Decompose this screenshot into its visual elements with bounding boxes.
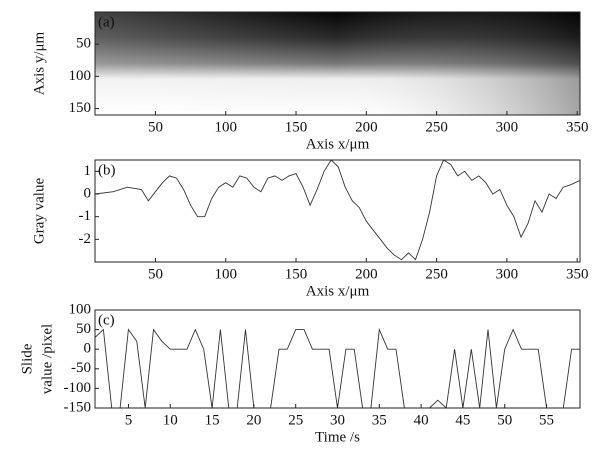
y-tick-label: 50 (76, 321, 91, 337)
plot-frame (94, 309, 581, 409)
x-tick-label: 250 (425, 266, 448, 282)
y-axis-label: Slide (19, 343, 35, 374)
y-axis-label: value /pixel (39, 324, 55, 394)
x-tick-label: 300 (496, 119, 519, 135)
y-axis-label: Axis y/μm (31, 31, 47, 95)
y-tick-label: 1 (84, 163, 92, 179)
x-tick-label: 5 (125, 412, 133, 428)
y-tick-label: -1 (79, 208, 92, 224)
x-tick-label: 300 (496, 266, 519, 282)
panel-label: (b) (98, 162, 116, 178)
y-tick-label: -150 (64, 399, 92, 415)
x-tick-label: 50 (148, 266, 163, 282)
x-tick-label: 200 (355, 266, 378, 282)
y-tick-label: 100 (69, 68, 92, 84)
y-axis-label: Gray value (31, 178, 47, 245)
plot-frame (94, 11, 581, 116)
data-line (94, 159, 581, 261)
x-tick-label: 35 (372, 412, 387, 428)
panel-label: (c) (98, 312, 115, 328)
y-tick-label: 0 (84, 341, 92, 357)
x-axis-label: Axis x/μm (306, 136, 370, 152)
data-line (94, 327, 580, 409)
x-tick-label: 150 (285, 266, 308, 282)
y-tick-label: -50 (71, 360, 91, 376)
x-axis-label: Axis x/μm (306, 283, 370, 299)
x-tick-label: 100 (214, 266, 237, 282)
x-tick-label: 350 (566, 119, 589, 135)
x-tick-label: 40 (414, 412, 429, 428)
x-tick-label: 350 (566, 266, 589, 282)
x-tick-label: 25 (288, 412, 303, 428)
y-tick-label: -2 (79, 231, 92, 247)
x-tick-label: 200 (355, 119, 378, 135)
panel-label: (a) (98, 14, 115, 30)
x-tick-label: 100 (214, 119, 237, 135)
x-axis-label: Time /s (315, 429, 360, 445)
y-tick-label: 150 (69, 100, 92, 116)
y-tick-label: 50 (76, 36, 91, 52)
y-tick-label: 0 (84, 185, 92, 201)
x-tick-label: 50 (148, 119, 163, 135)
x-tick-label: 45 (455, 412, 470, 428)
x-tick-label: 10 (163, 412, 178, 428)
x-tick-label: 50 (497, 412, 512, 428)
x-tick-label: 20 (246, 412, 261, 428)
x-tick-label: 30 (330, 412, 345, 428)
image-shade (95, 12, 580, 115)
x-tick-label: 15 (205, 412, 220, 428)
y-tick-label: -100 (64, 380, 92, 396)
x-tick-label: 150 (285, 119, 308, 135)
y-tick-label: 100 (69, 301, 92, 317)
x-tick-label: 250 (425, 119, 448, 135)
x-tick-label: 55 (539, 412, 554, 428)
plot-frame (94, 159, 581, 263)
